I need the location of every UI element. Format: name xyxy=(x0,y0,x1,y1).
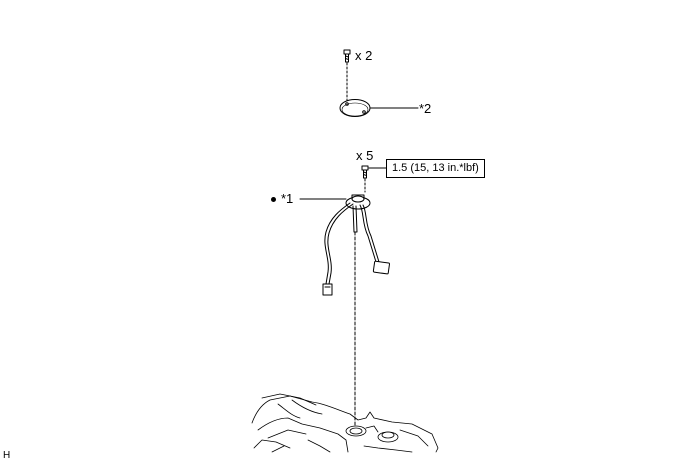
service-hole-cover xyxy=(339,99,371,117)
torque-spec-box: 1.5 (15, 13 in.*lbf) xyxy=(386,159,485,178)
mid-screw-icon xyxy=(361,165,369,179)
top-bolt-quantity: x 2 xyxy=(355,48,373,63)
cover-callout-label: *2 xyxy=(419,101,432,116)
fuel-sender-gauge-assembly xyxy=(322,194,390,296)
top-screw-icon xyxy=(343,49,351,63)
sender-callout-label: *1 xyxy=(281,191,294,206)
bullet-dot-icon xyxy=(271,197,276,202)
fuel-tank xyxy=(251,393,439,453)
figure-code: H xyxy=(3,450,11,461)
mid-bolt-quantity: x 5 xyxy=(356,148,374,163)
